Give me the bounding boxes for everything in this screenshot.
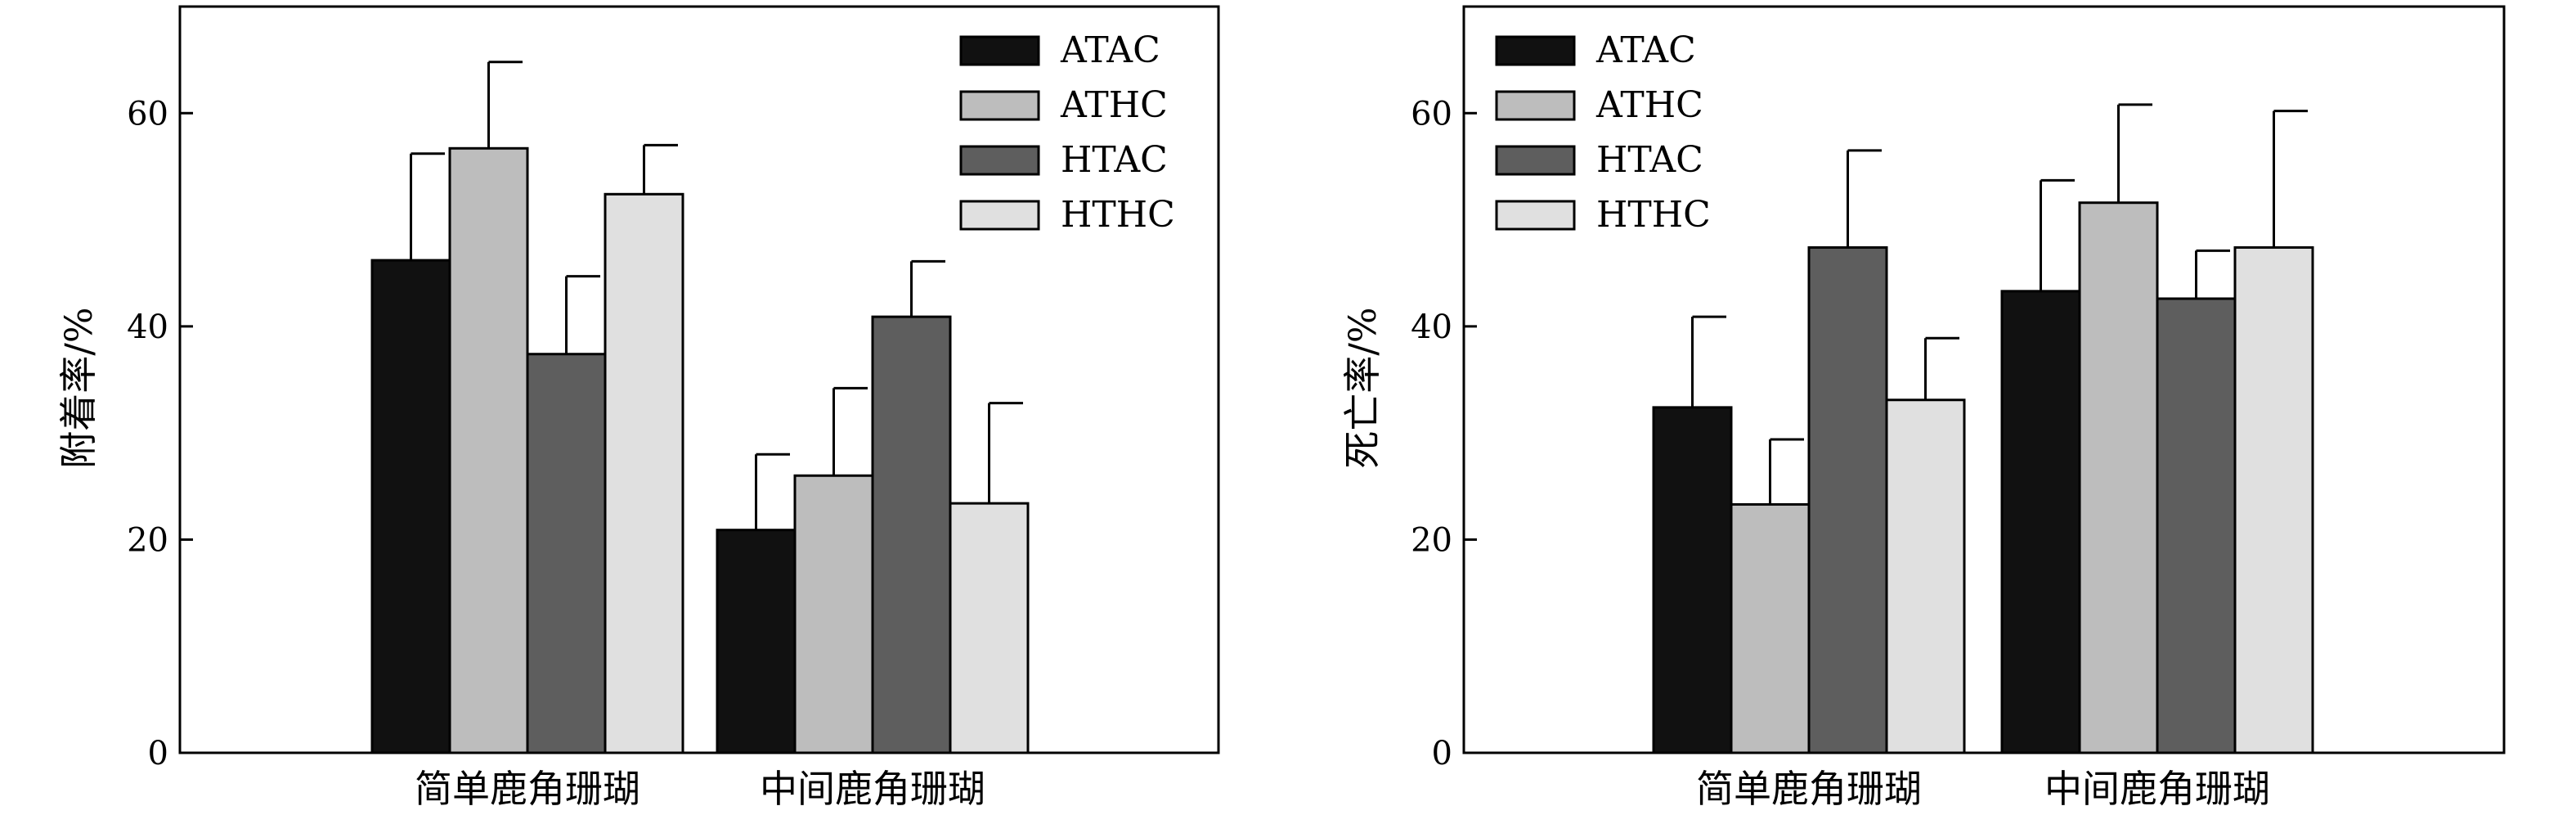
bar-hthc [1885, 398, 1966, 754]
legend: ATAC ATHC HTAC HTHC [959, 29, 1175, 236]
y-tick-label: 60 [1411, 95, 1452, 133]
chart-panel-1: 0 20 40 60 附着率/% 简单鹿角珊瑚 中间鹿角珊瑚 ATAC ATHC HTAC HTHC [56, 5, 1220, 811]
legend-swatch-atac [1495, 35, 1576, 66]
bar-hthc [949, 502, 1030, 754]
bar-htac [526, 353, 607, 754]
bar-athc [2078, 201, 2159, 754]
bar-athc [793, 474, 874, 754]
y-tick-label: 0 [148, 735, 168, 772]
x-category-label: 简单鹿角珊瑚 [415, 767, 640, 811]
y-tick-label: 40 [127, 308, 168, 346]
bar-atac [370, 259, 451, 754]
legend-swatch-hthc [959, 200, 1040, 231]
legend-swatch-htac [959, 145, 1040, 176]
bar-atac [2000, 290, 2081, 754]
legend-swatch-atac [959, 35, 1040, 66]
x-category-label: 简单鹿角珊瑚 [1696, 767, 1922, 811]
x-category-label: 中间鹿角珊瑚 [760, 767, 985, 811]
bar-atac [716, 529, 797, 754]
chart-panel-2: 0 20 40 60 死亡率/% 简单鹿角珊瑚 中间鹿角珊瑚 ATAC ATHC HTAC HTHC [1340, 5, 2506, 811]
bar-htac [1807, 245, 1888, 754]
y-axis-title: 附着率/% [56, 307, 101, 468]
bar-athc [448, 146, 529, 754]
bar-hthc [2233, 245, 2314, 754]
legend-label: HTAC [1061, 139, 1168, 181]
legend-label: ATAC [1595, 29, 1696, 71]
y-tick-label: 20 [127, 521, 168, 559]
legend-label: ATHC [1595, 84, 1703, 126]
plot-frame [1462, 5, 2506, 754]
bar-hthc [604, 192, 684, 754]
bar-htac [871, 315, 952, 754]
legend-label: HTHC [1596, 194, 1711, 236]
legend: ATAC ATHC HTAC HTHC [1495, 29, 1711, 236]
y-tick-label: 0 [1432, 735, 1452, 772]
y-axis-title: 死亡率/% [1340, 307, 1384, 468]
legend-swatch-athc [959, 90, 1040, 121]
bar-atac [1652, 406, 1733, 754]
legend-label: ATAC [1060, 29, 1160, 71]
bar-htac [2156, 297, 2237, 754]
x-category-label: 中间鹿角珊瑚 [2044, 767, 2270, 811]
legend-swatch-hthc [1495, 200, 1576, 231]
y-tick-label: 40 [1411, 308, 1452, 346]
y-tick-label: 60 [127, 95, 168, 133]
plot-frame [178, 5, 1220, 754]
legend-label: HTHC [1061, 194, 1175, 236]
legend-label: HTAC [1596, 139, 1703, 181]
legend-swatch-athc [1495, 90, 1576, 121]
bar-athc [1730, 502, 1811, 754]
legend-swatch-htac [1495, 145, 1576, 176]
y-tick-label: 20 [1411, 521, 1452, 559]
legend-label: ATHC [1060, 84, 1168, 126]
